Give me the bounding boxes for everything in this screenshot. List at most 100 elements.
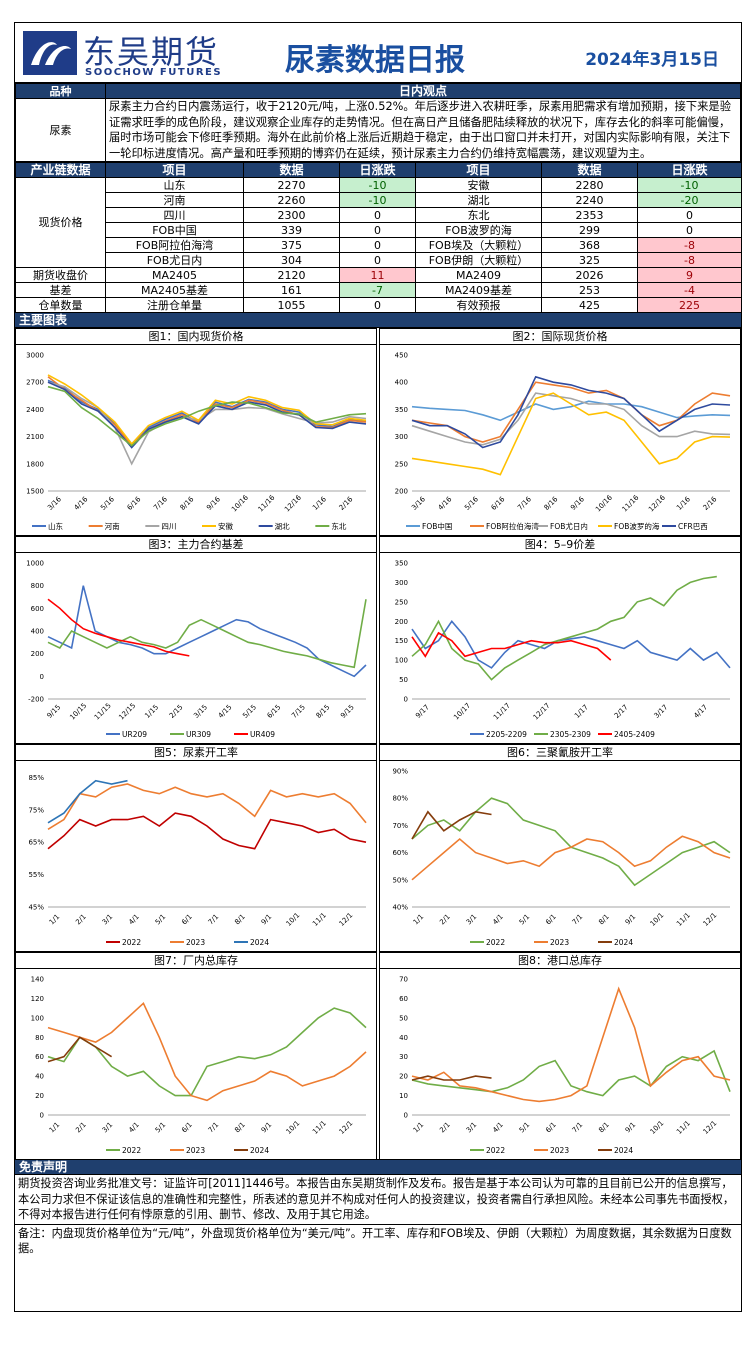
view-text: 尿素主力合约日内震荡运行，收于2120元/吨，上涨0.52%。年后逐步进入农耕旺… xyxy=(105,98,741,162)
item-name: 四川 xyxy=(105,207,244,223)
chart-panel-2: 图2：国际现货价格 450 400 350 300 250 200 3/16 4/16 5/16 6… xyxy=(379,328,741,536)
series-line-2 xyxy=(411,810,492,840)
legend-label: 安徽 xyxy=(218,521,233,531)
x-tick-label: 10/1 xyxy=(285,1119,302,1136)
series-line-0 xyxy=(47,1007,367,1097)
spot-row: 现货价格 山东 2270 -10 安徽 2280 -10 xyxy=(15,177,742,268)
report-title: 尿素数据日报 xyxy=(285,43,465,78)
view-variety: 尿素 xyxy=(15,98,106,162)
legend-label: UR309 xyxy=(186,730,211,739)
x-tick-label: 4/1 xyxy=(491,913,505,927)
y-tick-label: 40 xyxy=(399,1034,408,1042)
y-tick-label: 2700 xyxy=(26,379,44,387)
view-col-variety: 品种 xyxy=(15,83,106,99)
chain-header-4: 项目 xyxy=(415,162,542,178)
x-tick-label: 6/1 xyxy=(544,1121,558,1135)
series-line-0 xyxy=(411,619,731,669)
series-line-0 xyxy=(411,400,731,422)
item-value: 2270 xyxy=(243,177,340,193)
item-change: -8 xyxy=(637,237,742,253)
item-value: 1055 xyxy=(243,297,340,313)
x-tick-label: 4/16 xyxy=(73,495,90,512)
x-tick-label: 3/1 xyxy=(101,1121,115,1135)
y-tick-label: 10 xyxy=(399,1092,408,1100)
chain-table: 产业链数据 项目 数据 日涨跌 项目 数据 日涨跌 现货价格 山东 2270 -10 安徽 2280-… xyxy=(15,162,742,313)
x-tick-label: 8/1 xyxy=(233,1121,247,1135)
y-tick-label: 200 xyxy=(395,618,408,626)
x-tick-label: 7/1 xyxy=(571,913,585,927)
item-change: -7 xyxy=(339,282,416,298)
x-tick-label: 5/1 xyxy=(518,1121,532,1135)
y-tick-label: 55% xyxy=(28,871,44,879)
chain-row: 期货收盘价 MA2405 2120 11 MA2409 2026 9 xyxy=(15,267,742,283)
soochow-logo-icon xyxy=(23,31,77,75)
disclaimer-title: 免责声明 xyxy=(15,1160,741,1175)
x-tick-label: 12/1 xyxy=(702,1119,719,1136)
x-tick-label: 2/15 xyxy=(168,703,185,720)
y-tick-label: 140 xyxy=(31,976,44,984)
y-tick-label: 30 xyxy=(399,1053,408,1061)
charts-section-title: 主要图表 xyxy=(15,313,741,328)
series-line-4 xyxy=(47,381,367,449)
x-tick-label: 12/16 xyxy=(647,493,667,513)
item-change: 0 xyxy=(637,207,742,223)
x-tick-label: 9/16 xyxy=(205,495,222,512)
legend-label: CFR巴西 xyxy=(678,522,708,531)
x-tick-label: 5/1 xyxy=(154,1121,168,1135)
y-tick-label: 20 xyxy=(399,1073,408,1081)
x-tick-label: 7/16 xyxy=(152,495,169,512)
y-tick-label: 3000 xyxy=(26,352,44,360)
chain-row: 仓单数量 注册仓单量 1055 0 有效预报 425 225 xyxy=(15,297,742,313)
x-tick-label: 2/16 xyxy=(338,495,355,512)
x-tick-label: 4/17 xyxy=(692,703,709,720)
chart-panel-5: 图5：尿素开工率 85% 75% 65% 55% 45% 1/1 2/1 3/1 4/1 5/1 6/… xyxy=(15,744,377,952)
y-tick-label: 200 xyxy=(395,488,408,496)
legend-label: 东北 xyxy=(331,521,346,531)
x-tick-label: 4/1 xyxy=(127,1121,141,1135)
chart-panel-1: 图1：国内现货价格 3000 2700 2400 2100 1800 1500 3/16 4/1… xyxy=(15,328,377,536)
y-tick-label: 0 xyxy=(404,1112,408,1120)
series-line-0 xyxy=(47,812,367,850)
item-change: 0 xyxy=(339,252,416,268)
x-tick-label: 1/15 xyxy=(143,703,160,720)
y-tick-label: 450 xyxy=(395,352,408,360)
item-change: -10 xyxy=(339,177,416,193)
x-tick-label: 7/16 xyxy=(516,495,533,512)
y-tick-label: 80 xyxy=(35,1034,44,1042)
item-name: 有效预报 xyxy=(415,297,542,313)
legend-label: UR409 xyxy=(250,730,275,739)
item-value: 304 xyxy=(243,252,340,268)
series-line-3 xyxy=(411,392,731,476)
x-tick-label: 12/1 xyxy=(338,911,355,928)
legend-label: FOB中国 xyxy=(422,521,452,531)
x-tick-label: 8/16 xyxy=(179,495,196,512)
x-tick-label: 9/1 xyxy=(624,1121,638,1135)
series-line-2 xyxy=(411,631,612,661)
chain-header-3: 日涨跌 xyxy=(339,162,416,178)
y-tick-label: 90% xyxy=(392,768,408,776)
item-change: 0 xyxy=(339,237,416,253)
x-tick-label: 6/15 xyxy=(266,703,283,720)
x-tick-label: 8/1 xyxy=(597,913,611,927)
chain-header-6: 日涨跌 xyxy=(637,162,742,178)
x-tick-label: 12/1 xyxy=(702,911,719,928)
item-change: -10 xyxy=(637,177,742,193)
y-tick-label: 60 xyxy=(399,995,408,1003)
y-tick-label: 250 xyxy=(395,598,408,606)
x-tick-label: 2/1 xyxy=(438,1121,452,1135)
item-change: -20 xyxy=(637,192,742,208)
item-value: 2300 xyxy=(243,207,340,223)
series-line-1 xyxy=(411,381,731,443)
x-tick-label: 9/1 xyxy=(260,913,274,927)
legend-label: FOB阿拉伯海湾 xyxy=(486,521,539,531)
x-tick-label: 6/16 xyxy=(126,495,143,512)
x-tick-label: 3/17 xyxy=(653,703,670,720)
legend-label: 2023 xyxy=(186,1146,205,1155)
legend-label: 2022 xyxy=(486,938,505,947)
series-line-1 xyxy=(411,575,717,681)
logo-english-name: SOOCHOW FUTURES xyxy=(85,67,223,78)
chart-svg: 90% 80% 70% 60% 50% 40% 1/1 2/1 3/1 4/1 5/1 6/1 7/1 8… xyxy=(392,768,731,947)
x-tick-label: 4/15 xyxy=(217,703,234,720)
y-tick-label: 400 xyxy=(395,379,408,387)
chart-panel-3: 图3：主力合约基差 1000 800 600 400 200 0 -200 9/15 10/15 1… xyxy=(15,536,377,744)
